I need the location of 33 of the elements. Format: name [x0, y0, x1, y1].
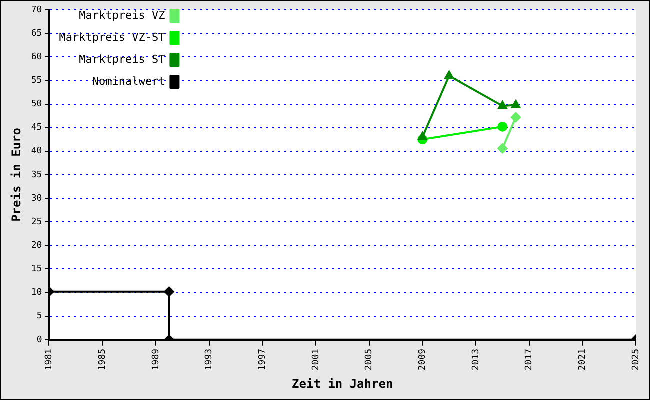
x-tick-label: 1981: [44, 348, 55, 371]
y-tick-label: 70: [31, 5, 42, 16]
x-tick-label: 2013: [471, 348, 482, 371]
legend-label: Marktpreis ST: [79, 52, 166, 66]
legend-label: Nominalwert: [92, 74, 166, 88]
x-axis-title: Zeit in Jahren: [292, 376, 394, 391]
x-tick-label: 1997: [258, 348, 268, 371]
x-tick-label: 2009: [418, 348, 428, 371]
x-tick-label: 2017: [524, 348, 535, 371]
x-tick-label: 1993: [204, 348, 215, 371]
y-tick-label: 0: [36, 335, 42, 346]
y-axis-title: Preis in Euro: [9, 128, 24, 222]
y-tick-label: 45: [31, 123, 42, 134]
y-tick-label: 65: [31, 28, 42, 39]
y-tick-label: 10: [31, 288, 42, 298]
legend-label: Marktpreis VZ: [79, 8, 166, 22]
y-tick-label: 20: [31, 241, 42, 252]
x-tick-label: 2005: [364, 348, 375, 371]
y-tick-label: 35: [31, 170, 42, 180]
x-tick-label: 2025: [631, 348, 642, 371]
x-tick-label: 1989: [151, 348, 162, 371]
y-tick-label: 60: [31, 52, 42, 62]
x-tick-label: 2001: [311, 348, 322, 371]
y-tick-label: 25: [31, 217, 42, 228]
x-tick-label: 2021: [578, 348, 588, 371]
y-tick-label: 15: [31, 264, 42, 275]
y-tick-label: 30: [31, 194, 42, 204]
y-tick-label: 55: [31, 76, 42, 86]
y-tick-label: 5: [36, 312, 42, 322]
legend-label: Marktpreis VZ-ST: [59, 30, 166, 44]
y-tick-label: 50: [31, 100, 42, 110]
x-tick-label: 1985: [98, 348, 108, 371]
y-tick-label: 40: [31, 146, 42, 157]
